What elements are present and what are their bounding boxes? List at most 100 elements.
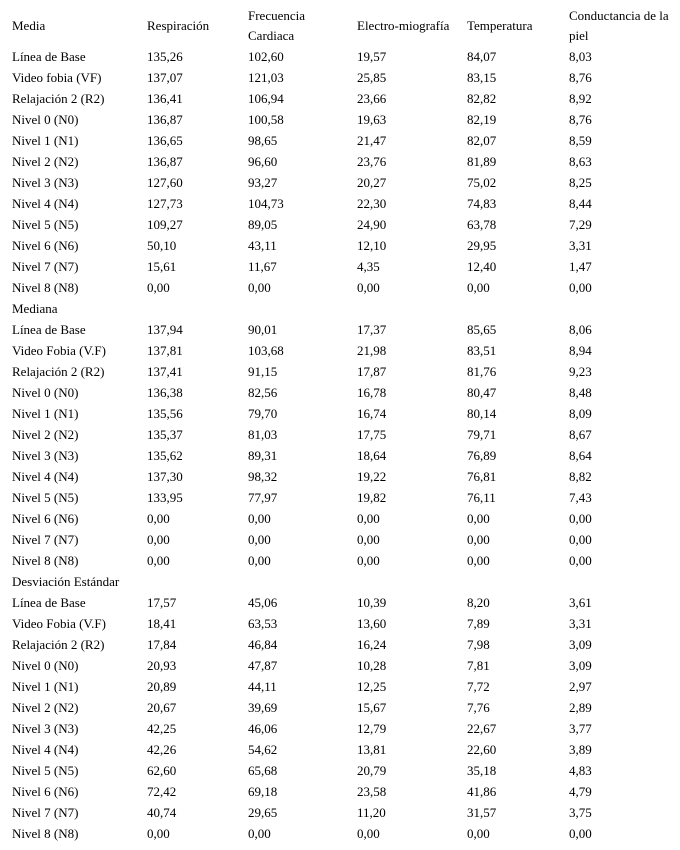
row-label: Nivel 3 (N3) <box>12 721 79 736</box>
cell: 8,76 <box>569 112 592 127</box>
cell: 54,62 <box>248 742 278 757</box>
cell: 12,10 <box>357 238 387 253</box>
cell: 103,68 <box>248 343 284 358</box>
cell: 8,82 <box>569 469 592 484</box>
cell: 82,19 <box>467 112 497 127</box>
row-label: Video fobia (VF) <box>12 70 102 85</box>
cell: 135,37 <box>147 427 183 442</box>
row-label: Nivel 0 (N0) <box>12 658 79 673</box>
cell: 0,00 <box>357 532 380 547</box>
cell: 109,27 <box>147 217 183 232</box>
cell: 85,65 <box>467 322 497 337</box>
cell: 0,00 <box>569 280 592 295</box>
cell: 63,53 <box>248 616 278 631</box>
cell: 8,25 <box>569 175 592 190</box>
cell: 7,72 <box>467 679 490 694</box>
cell: 0,00 <box>467 280 490 295</box>
cell: 3,61 <box>569 595 592 610</box>
cell: 3,89 <box>569 742 592 757</box>
cell: 137,94 <box>147 322 183 337</box>
row-label: Relajación 2 (R2) <box>12 91 105 106</box>
cell: 10,39 <box>357 595 387 610</box>
cell: 0,00 <box>569 511 592 526</box>
cell: 7,98 <box>467 637 490 652</box>
cell: 15,67 <box>357 700 387 715</box>
cell: 23,66 <box>357 91 387 106</box>
cell: 136,65 <box>147 133 183 148</box>
cell: 98,65 <box>248 133 278 148</box>
cell: 22,67 <box>467 721 497 736</box>
cell: 8,59 <box>569 133 592 148</box>
row-label: Nivel 5 (N5) <box>12 763 79 778</box>
cell: 80,14 <box>467 406 497 421</box>
row-label: Nivel 2 (N2) <box>12 154 79 169</box>
cell: 11,20 <box>357 805 386 820</box>
cell: 2,97 <box>569 679 592 694</box>
cell: 83,15 <box>467 70 497 85</box>
cell: 31,57 <box>467 805 497 820</box>
cell: 16,74 <box>357 406 387 421</box>
cell: 0,00 <box>467 511 490 526</box>
cell: 41,86 <box>467 784 497 799</box>
cell: 135,26 <box>147 49 183 64</box>
cell: 1,47 <box>569 259 592 274</box>
cell: 15,61 <box>147 259 177 274</box>
cell: 10,28 <box>357 658 387 673</box>
cell: 69,18 <box>248 784 278 799</box>
cell: 76,89 <box>467 448 497 463</box>
cell: 0,00 <box>357 553 380 568</box>
cell: 2,89 <box>569 700 592 715</box>
cell: 75,02 <box>467 175 497 190</box>
row-label: Nivel 6 (N6) <box>12 238 79 253</box>
cell: 79,71 <box>467 427 497 442</box>
cell: 8,67 <box>569 427 592 442</box>
row-label: Nivel 5 (N5) <box>12 217 79 232</box>
cell: 0,00 <box>357 280 380 295</box>
cell: 136,87 <box>147 112 183 127</box>
cell: 0,00 <box>248 532 271 547</box>
cell: 81,76 <box>467 364 497 379</box>
cell: 17,75 <box>357 427 387 442</box>
cell: 136,38 <box>147 385 183 400</box>
cell: 72,42 <box>147 784 177 799</box>
header-cell: Temperatura <box>467 18 533 33</box>
cell: 8,76 <box>569 70 592 85</box>
cell: 21,47 <box>357 133 387 148</box>
row-label: Nivel 3 (N3) <box>12 175 79 190</box>
cell: 17,84 <box>147 637 177 652</box>
cell: 12,40 <box>467 259 497 274</box>
cell: 23,58 <box>357 784 387 799</box>
row-label: Nivel 6 (N6) <box>12 784 79 799</box>
cell: 0,00 <box>467 532 490 547</box>
cell: 44,11 <box>248 679 277 694</box>
cell: 3,31 <box>569 616 592 631</box>
header-cell: Electro-miografía <box>357 18 450 33</box>
cell: 76,11 <box>467 490 496 505</box>
cell: 45,06 <box>248 595 278 610</box>
header-cell: Frecuencia Cardiaca <box>248 8 306 43</box>
row-label: Nivel 4 (N4) <box>12 469 79 484</box>
cell: 8,20 <box>467 595 490 610</box>
cell: 3,09 <box>569 637 592 652</box>
cell: 4,35 <box>357 259 380 274</box>
row-label: Nivel 2 (N2) <box>12 700 79 715</box>
cell: 46,84 <box>248 637 278 652</box>
cell: 82,07 <box>467 133 497 148</box>
cell: 93,27 <box>248 175 278 190</box>
row-label: Nivel 4 (N4) <box>12 196 79 211</box>
cell: 19,22 <box>357 469 387 484</box>
row-label: Nivel 0 (N0) <box>12 112 79 127</box>
cell: 25,85 <box>357 70 387 85</box>
cell: 19,82 <box>357 490 387 505</box>
cell: 43,11 <box>248 238 277 253</box>
cell: 135,56 <box>147 406 183 421</box>
cell: 104,73 <box>248 196 284 211</box>
cell: 137,30 <box>147 469 183 484</box>
cell: 65,68 <box>248 763 278 778</box>
row-label: Nivel 8 (N8) <box>12 553 79 568</box>
cell: 121,03 <box>248 70 284 85</box>
cell: 3,77 <box>569 721 592 736</box>
cell: 81,03 <box>248 427 278 442</box>
cell: 84,07 <box>467 49 497 64</box>
cell: 135,62 <box>147 448 183 463</box>
